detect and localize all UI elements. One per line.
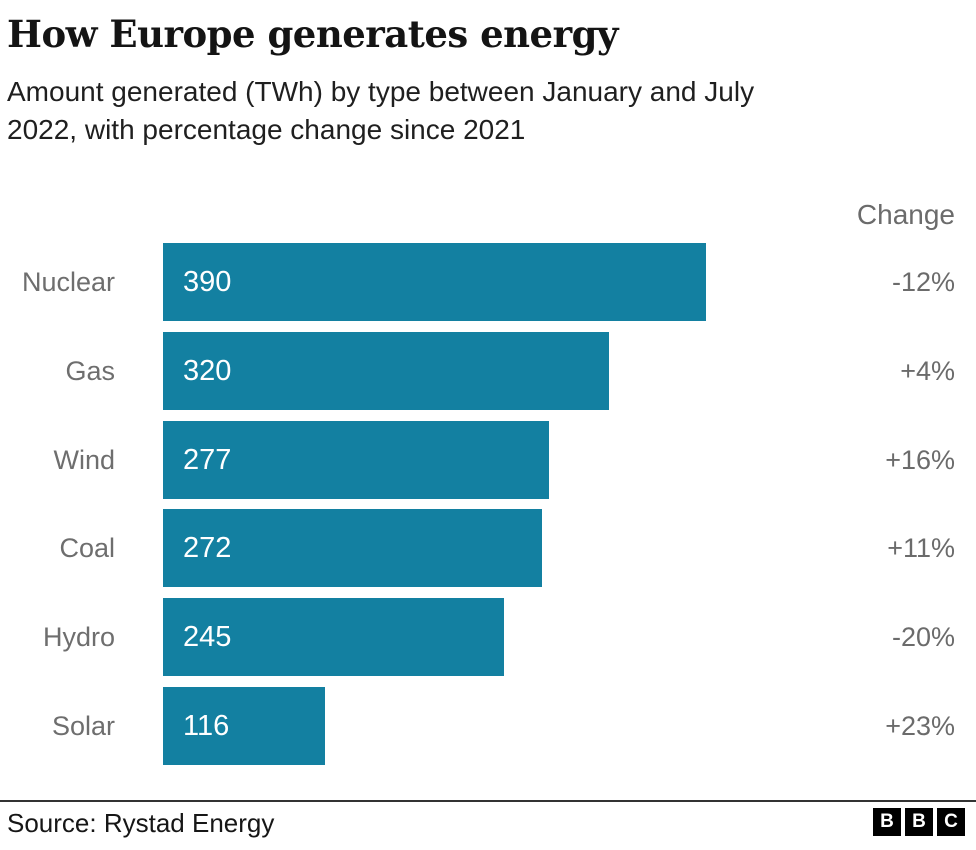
bar: 390 xyxy=(163,243,706,321)
bar: 277 xyxy=(163,421,549,499)
change-value: -12% xyxy=(891,266,955,297)
bar: 245 xyxy=(163,598,504,676)
change-value: +23% xyxy=(885,710,955,741)
change-value: +16% xyxy=(885,444,955,475)
bar-value-label: 272 xyxy=(183,531,232,564)
bar-row: Wind 277 +16% xyxy=(0,421,976,499)
bar-value-label: 320 xyxy=(183,354,232,387)
change-value: +4% xyxy=(900,355,955,386)
bar-chart: Nuclear 390 -12% Gas 320 +4% Wind 277 +16% Coal 27… xyxy=(0,243,976,773)
category-label: Hydro xyxy=(42,621,115,652)
bar-row: Gas 320 +4% xyxy=(0,332,976,410)
chart-subtitle-line2: 2022, with percentage change since 2021 xyxy=(7,114,526,145)
bar-row: Hydro 245 -20% xyxy=(0,598,976,676)
category-label: Gas xyxy=(65,355,115,386)
category-label: Coal xyxy=(59,532,115,563)
change-value: -20% xyxy=(891,621,955,652)
chart-subtitle-line1: Amount generated (TWh) by type between J… xyxy=(7,76,755,107)
bar-row: Coal 272 +11% xyxy=(0,509,976,587)
bar-value-label: 116 xyxy=(183,709,230,742)
bbc-logo-block-1: B xyxy=(873,808,901,836)
category-label: Nuclear xyxy=(21,266,115,297)
bar: 320 xyxy=(163,332,609,410)
bbc-logo-block-2: B xyxy=(905,808,933,836)
change-value: +11% xyxy=(887,532,955,563)
source-text: Source: Rystad Energy xyxy=(7,808,275,838)
footer-divider xyxy=(0,800,976,802)
bar-value-label: 277 xyxy=(183,443,232,476)
bbc-logo-block-3: C xyxy=(937,808,965,836)
bar: 272 xyxy=(163,509,542,587)
chart-title: How Europe generates energy xyxy=(7,12,618,56)
category-label: Solar xyxy=(51,710,115,741)
bar-value-label: 245 xyxy=(183,620,232,653)
change-column-header: Change xyxy=(856,199,955,230)
category-label: Wind xyxy=(53,444,115,475)
bbc-logo: B B C xyxy=(873,808,965,836)
bar: 116 xyxy=(163,687,325,765)
bar-row: Nuclear 390 -12% xyxy=(0,243,976,321)
chart-subtitle: Amount generated (TWh) by type between J… xyxy=(7,73,754,149)
bar-value-label: 390 xyxy=(183,265,232,298)
bar-row: Solar 116 +23% xyxy=(0,687,976,765)
